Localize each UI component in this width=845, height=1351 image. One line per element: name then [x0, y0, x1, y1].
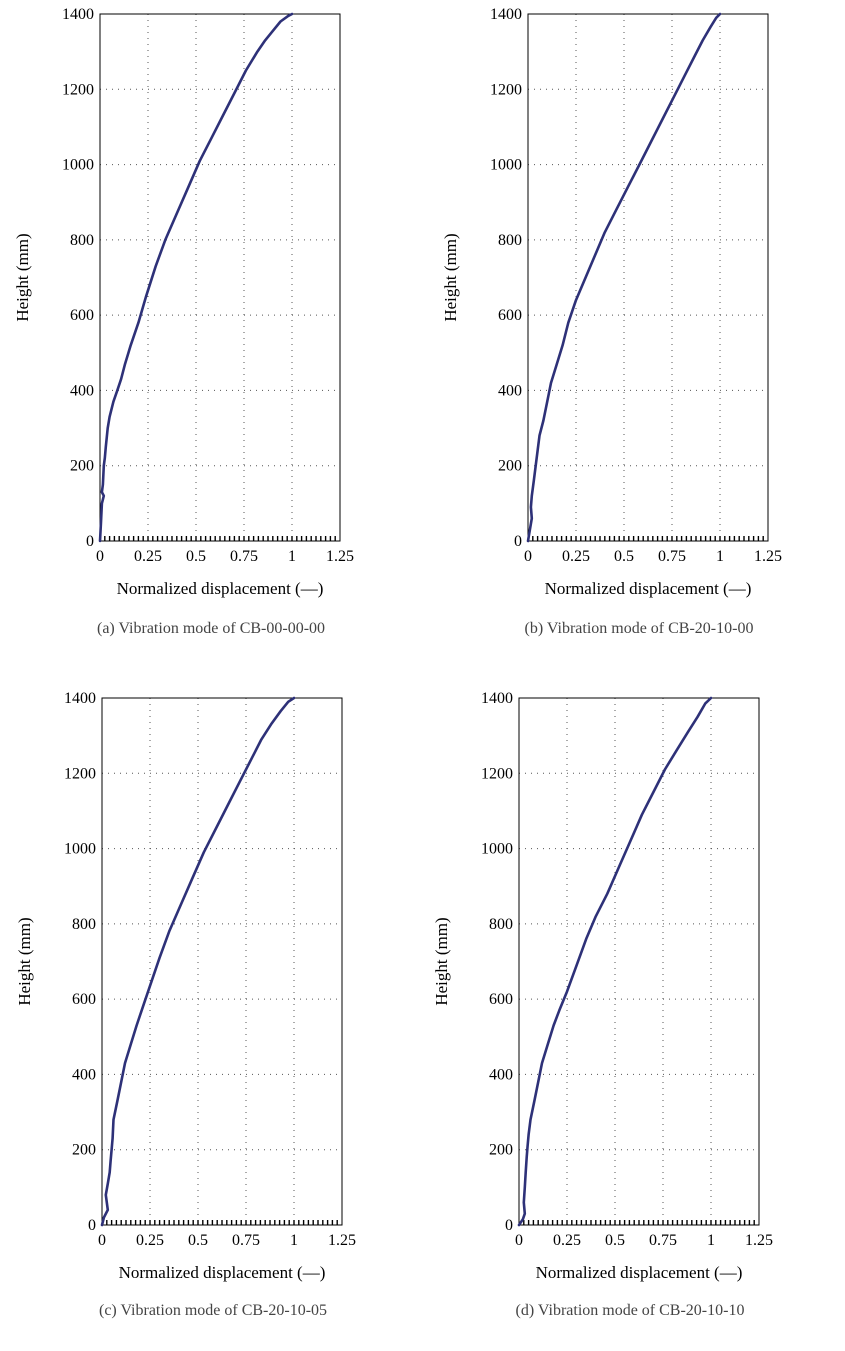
chart-a: 0 0.25 0.5 0.75 1 1.25 0 200 400 600 800 1000 1200 14… — [13, 6, 354, 598]
x-axis-label: Normalized displacement (—) — [536, 1263, 743, 1282]
y-tick-label: 800 — [489, 916, 513, 933]
y-tick-label: 1000 — [481, 841, 513, 858]
x-tick-label: 1 — [716, 548, 724, 565]
x-tick-label: 0.25 — [136, 1232, 164, 1249]
y-tick-label: 1200 — [490, 81, 522, 98]
chart-panel-a: 0 0.25 0.5 0.75 1 1.25 0 200 400 600 800 1000 1200 14… — [0, 0, 422, 667]
plot-frame — [101, 697, 343, 1226]
chart-panel-d: 0 0.25 0.5 0.75 1 1.25 0 200 400 600 800 1000 1200 14… — [419, 684, 841, 1351]
y-tick-label: 1200 — [62, 81, 94, 98]
y-tick-label: 1000 — [64, 841, 96, 858]
chart-d: 0 0.25 0.5 0.75 1 1.25 0 200 400 600 800 1000 1200 14… — [432, 690, 773, 1282]
x-tick-label: 1 — [290, 1232, 298, 1249]
y-tick-label: 200 — [72, 1142, 96, 1159]
plot-frame — [527, 13, 769, 542]
x-tick-label: 0 — [524, 548, 532, 565]
x-tick-label: 0.25 — [134, 548, 162, 565]
y-tick-label: 0 — [88, 1217, 96, 1234]
y-tick-label: 1000 — [490, 157, 522, 174]
x-tick-label: 0.75 — [649, 1232, 677, 1249]
y-tick-label: 1400 — [490, 6, 522, 23]
x-tick-label: 0 — [98, 1232, 106, 1249]
x-axis-label: Normalized displacement (—) — [119, 1263, 326, 1282]
y-tick-label: 400 — [489, 1066, 513, 1083]
y-tick-label: 200 — [489, 1142, 513, 1159]
y-axis-label: Height (mm) — [441, 233, 460, 321]
x-tick-label: 1 — [707, 1232, 715, 1249]
y-tick-label: 200 — [498, 458, 522, 475]
chart-panel-c: 0 0.25 0.5 0.75 1 1.25 0 200 400 600 800 1000 1200 14… — [2, 684, 424, 1351]
y-tick-label: 0 — [514, 533, 522, 550]
plot-frame — [99, 13, 341, 542]
x-axis-label: Normalized displacement (—) — [545, 579, 752, 598]
y-tick-label: 600 — [498, 307, 522, 324]
y-tick-label: 600 — [70, 307, 94, 324]
x-tick-label: 1 — [288, 548, 296, 565]
x-tick-label: 0.25 — [553, 1232, 581, 1249]
y-axis-label: Height (mm) — [15, 917, 34, 1005]
y-tick-label: 200 — [70, 458, 94, 475]
y-tick-label: 1400 — [62, 6, 94, 23]
x-tick-label: 0.75 — [232, 1232, 260, 1249]
y-tick-label: 400 — [498, 382, 522, 399]
y-tick-label: 800 — [70, 232, 94, 249]
y-tick-label: 600 — [489, 991, 513, 1008]
y-tick-label: 0 — [505, 1217, 513, 1234]
x-tick-label: 1.25 — [326, 548, 354, 565]
y-tick-label: 1200 — [64, 765, 96, 782]
x-tick-label: 1.25 — [754, 548, 782, 565]
caption-d: (d) Vibration mode of CB-20-10-10 — [515, 1302, 745, 1319]
x-tick-label: 0.5 — [186, 548, 206, 565]
y-tick-label: 800 — [498, 232, 522, 249]
y-tick-label: 1200 — [481, 765, 513, 782]
x-tick-label: 0.5 — [188, 1232, 208, 1249]
chart-panel-b: 0 0.25 0.5 0.75 1 1.25 0 200 400 600 800 1000 1200 14… — [428, 0, 845, 667]
chart-b: 0 0.25 0.5 0.75 1 1.25 0 200 400 600 800 1000 1200 14… — [441, 6, 782, 598]
y-tick-label: 0 — [86, 533, 94, 550]
caption-a: (a) Vibration mode of CB-00-00-00 — [96, 620, 326, 637]
x-tick-label: 0.5 — [605, 1232, 625, 1249]
series-line — [526, 12, 722, 543]
y-tick-label: 1400 — [64, 690, 96, 707]
x-tick-label: 0.75 — [230, 548, 258, 565]
caption-b: (b) Vibration mode of CB-20-10-00 — [524, 620, 754, 637]
x-tick-label: 1.25 — [745, 1232, 773, 1249]
y-tick-label: 400 — [70, 382, 94, 399]
caption-c: (c) Vibration mode of CB-20-10-05 — [98, 1302, 328, 1319]
x-tick-label: 0 — [96, 548, 104, 565]
chart-c: 0 0.25 0.5 0.75 1 1.25 0 200 400 600 800 1000 1200 14… — [15, 690, 356, 1282]
series-line — [517, 696, 713, 1227]
x-tick-label: 0 — [515, 1232, 523, 1249]
x-tick-label: 1.25 — [328, 1232, 356, 1249]
x-tick-label: 0.25 — [562, 548, 590, 565]
y-tick-label: 400 — [72, 1066, 96, 1083]
x-tick-label: 0.5 — [614, 548, 634, 565]
y-tick-label: 1000 — [62, 157, 94, 174]
x-axis-label: Normalized displacement (—) — [117, 579, 324, 598]
series-line — [100, 696, 296, 1227]
y-axis-label: Height (mm) — [13, 233, 32, 321]
x-tick-label: 0.75 — [658, 548, 686, 565]
y-tick-label: 600 — [72, 991, 96, 1008]
y-axis-label: Height (mm) — [432, 917, 451, 1005]
plot-frame — [518, 697, 760, 1226]
y-tick-label: 1400 — [481, 690, 513, 707]
series-line — [98, 12, 294, 543]
y-tick-label: 800 — [72, 916, 96, 933]
